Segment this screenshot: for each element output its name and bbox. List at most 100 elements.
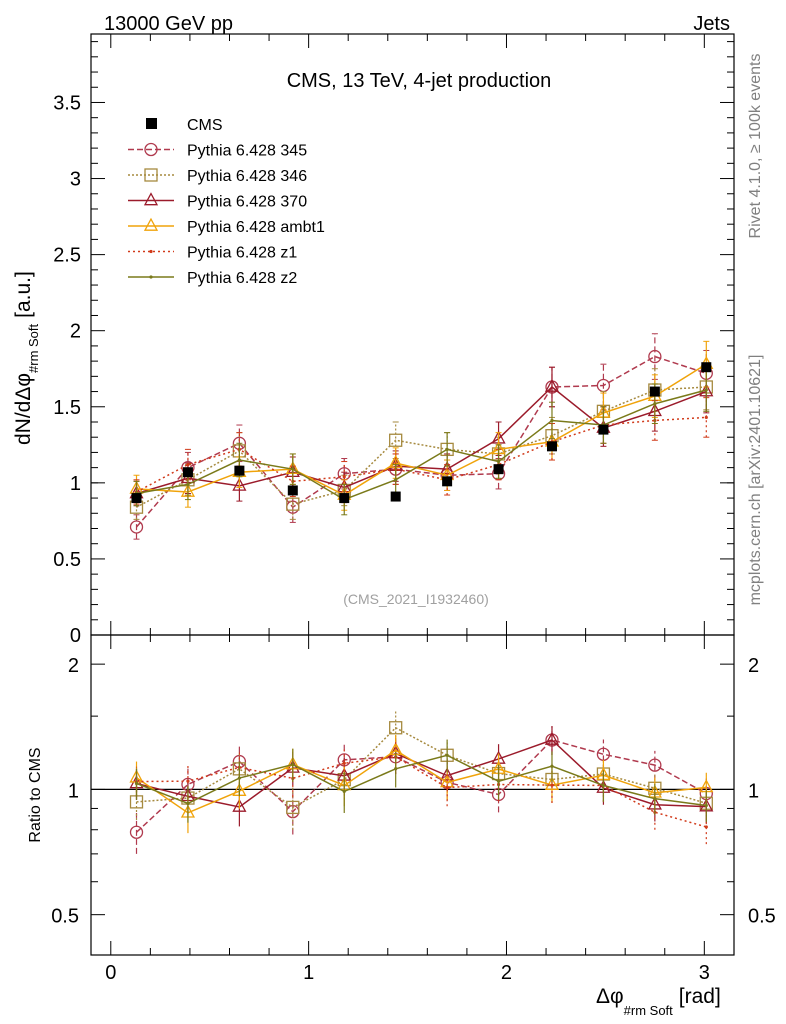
- main-point: [389, 433, 403, 447]
- main-y-label-main: dN/dΔφ: [12, 373, 35, 445]
- main-y-tick-label: 0: [70, 625, 81, 647]
- x-axis-label: Δφ#rm Soft [rad]: [596, 985, 721, 1018]
- main-series-line: [136, 386, 707, 508]
- x-tick-label: 0: [105, 962, 116, 984]
- ratio-point: [389, 721, 403, 735]
- legend-entry-2: Pythia 6.428 370: [128, 192, 307, 211]
- mcplots-label: mcplots.cern.ch [arXiv:2401.10621]: [747, 355, 764, 606]
- main-y-tick-label: 1.5: [53, 397, 81, 419]
- svg-text:Δφ#rm Soft[rad]: Δφ#rm Soft [rad]: [596, 985, 721, 1018]
- rivet-label: Rivet 4.1.0, ≥ 100k events: [747, 54, 764, 239]
- main-series-5: [133, 368, 710, 516]
- main-series-line: [135, 355, 707, 528]
- legend-label: Pythia 6.428 ambt1: [187, 219, 325, 236]
- cms-data-point: [287, 485, 298, 496]
- main-point: [704, 415, 708, 420]
- cms-data-point: [598, 424, 609, 435]
- main-series-4: [133, 397, 710, 505]
- legend-label: Pythia 6.428 z1: [187, 245, 297, 262]
- ratio-series-line: [136, 749, 707, 814]
- ratio-point: [544, 731, 560, 745]
- ratio-point: [129, 825, 144, 839]
- cms-data-point: [493, 464, 504, 475]
- main-y-ticks: 0 0.5 1 1.5 2 2.5 3 3.5: [53, 41, 734, 647]
- cms-data-point: [182, 467, 193, 478]
- cms-data-point: [390, 491, 401, 502]
- legend-entry-5: Pythia 6.428 z2: [128, 270, 297, 287]
- x-label-unit: [rad]: [679, 985, 721, 1008]
- main-series-1: [129, 363, 713, 520]
- legend-cms-label: CMS: [187, 117, 223, 134]
- legend-marker: [149, 249, 153, 254]
- main-series-line: [136, 389, 707, 501]
- ratio-y-tick-label: 0.5: [51, 906, 79, 928]
- legend-entry-4: Pythia 6.428 z1: [128, 245, 297, 262]
- legend-label: Pythia 6.428 345: [187, 143, 307, 160]
- main-y-axis-label: dN/dΔφ#rm Soft [a.u.]: [12, 271, 41, 445]
- cms-data-point: [131, 493, 142, 504]
- ratio-point: [445, 786, 449, 790]
- ratio-series-line: [135, 739, 707, 833]
- svg-text:dN/dΔφ#rm Soft[a.u.]: dN/dΔφ#rm Soft [a.u.]: [12, 271, 41, 445]
- ratio-y-ticks: 0.5 0.5 1 1 2 2: [51, 655, 776, 928]
- x-tick-label: 2: [501, 962, 512, 984]
- main-series-0: [129, 333, 713, 540]
- cms-data-point: [701, 362, 712, 373]
- legend-label: Pythia 6.428 z2: [187, 270, 297, 287]
- main-series-line: [136, 385, 707, 495]
- x-ticks: 0 1 2 3: [105, 34, 710, 984]
- cms-data-points: [131, 362, 712, 504]
- main-series-2: [129, 366, 714, 507]
- legend-entry-0: Pythia 6.428 345: [128, 143, 307, 160]
- ratio-y-tick-label-right: 0.5: [748, 906, 776, 928]
- ratio-point: [550, 783, 554, 787]
- legend-marker: [143, 192, 159, 206]
- main-y-tick-label: 3.5: [53, 92, 81, 114]
- group-label: Jets: [693, 13, 730, 35]
- ratio-series-line: [136, 726, 707, 809]
- x-label-sub: #rm Soft: [624, 1003, 674, 1018]
- ratio-y-tick-label: 2: [68, 655, 79, 677]
- main-series-line: [136, 416, 707, 493]
- legend-marker: [149, 275, 153, 279]
- main-y-tick-label: 1: [70, 473, 81, 495]
- main-y-tick-label: 0.5: [53, 549, 81, 571]
- main-y-label-unit: [a.u.]: [12, 271, 35, 318]
- legend-entry-cms: CMS: [146, 117, 223, 134]
- cms-data-point: [234, 465, 245, 476]
- energy-label: 13000 GeV pp: [104, 13, 233, 35]
- main-series-line: [136, 363, 707, 496]
- ratio-series-3: [129, 734, 714, 834]
- ratio-series-line: [136, 756, 707, 828]
- main-series-3: [129, 340, 714, 511]
- ratio-y-axis-label: Ratio to CMS: [27, 747, 44, 842]
- main-point: [648, 349, 662, 364]
- cms-data-point: [442, 476, 453, 487]
- ratio-series-4: [134, 740, 708, 845]
- legend-entry-1: Pythia 6.428 346: [128, 168, 307, 185]
- ratio-point: [648, 758, 662, 772]
- x-tick-label: 1: [303, 962, 314, 984]
- legend-label: Pythia 6.428 346: [187, 168, 307, 185]
- cms-data-point: [649, 386, 660, 397]
- legend-entry-3: Pythia 6.428 ambt1: [128, 217, 325, 236]
- cms-data-point: [546, 441, 557, 452]
- legend: CMS Pythia 6.428 345 Pythia 6.428 346 Pythi…: [128, 117, 325, 287]
- ratio-series-layer: [129, 711, 714, 854]
- ratio-series-5: [134, 739, 708, 823]
- main-point: [544, 378, 560, 392]
- legend-cms-marker: [146, 118, 157, 129]
- ratio-series-line: [136, 739, 707, 808]
- ratio-y-tick-label: 1: [68, 780, 79, 802]
- legend-marker: [143, 217, 159, 231]
- main-point: [286, 497, 300, 511]
- main-series-layer: [129, 333, 714, 540]
- ratio-y-tick-label-right: 2: [748, 655, 759, 677]
- legend-marker: [144, 168, 158, 182]
- ratio-series-line: [136, 754, 707, 807]
- main-y-tick-label: 2: [70, 321, 81, 343]
- ratio-y-tick-label-right: 1: [748, 780, 759, 802]
- chart-title: CMS, 13 TeV, 4-jet production: [287, 70, 552, 92]
- ratio-plot-frame: [90, 634, 735, 956]
